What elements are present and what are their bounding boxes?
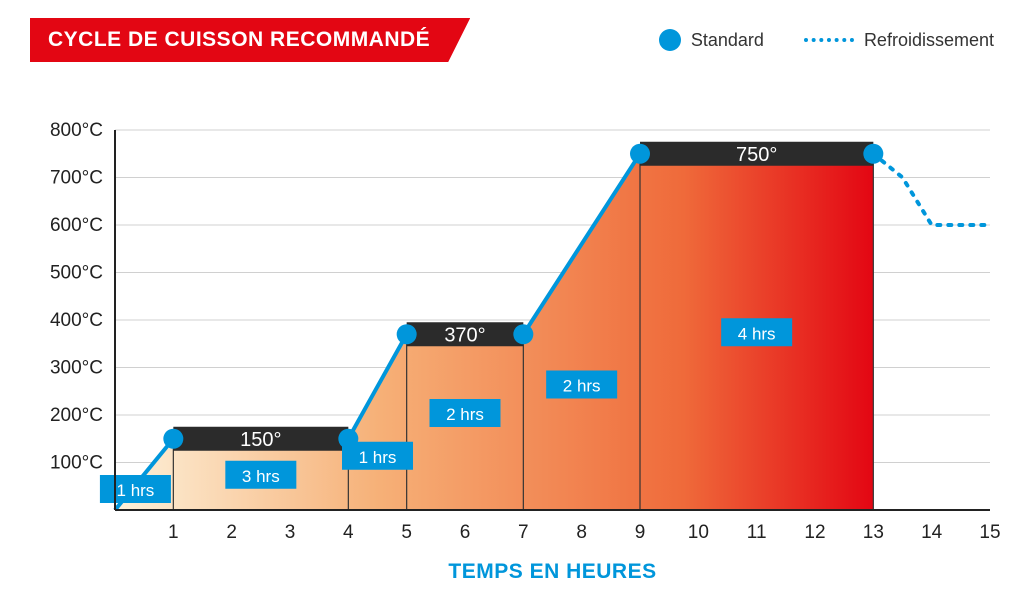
plateau-label: 370° — [444, 324, 485, 346]
plateau-label: 750° — [736, 144, 777, 166]
x-tick-label: 1 — [168, 522, 179, 543]
chart-container: 100°C 200°C 300°C 400°C 500°C 600°C 700°C 800°C… — [40, 120, 1000, 590]
cooling-line — [873, 154, 990, 225]
legend-label-cooling: Refroidissement — [864, 30, 994, 51]
legend-label-standard: Standard — [691, 30, 764, 51]
legend: Standard Refroidissement — [659, 29, 994, 51]
x-tick-label: 3 — [285, 522, 296, 543]
duration-label: 3 hrs — [242, 467, 280, 486]
legend-item-cooling: Refroidissement — [804, 30, 994, 51]
duration-label: 1 hrs — [359, 448, 397, 467]
legend-item-standard: Standard — [659, 29, 764, 51]
x-tick-label: 9 — [635, 522, 646, 543]
data-point-dot — [163, 429, 183, 449]
x-tick-label: 14 — [921, 522, 943, 543]
data-point-dot — [513, 324, 533, 344]
data-point-dot — [397, 324, 417, 344]
y-tick-label: 600°C — [50, 215, 103, 236]
chart-title: CYCLE DE CUISSON RECOMMANDÉ — [48, 28, 430, 51]
y-tick-label: 800°C — [50, 120, 103, 141]
data-point-dot — [863, 144, 883, 164]
x-tick-label: 13 — [863, 522, 884, 543]
dashed-line-icon — [804, 38, 854, 42]
duration-label: 4 hrs — [738, 324, 776, 343]
x-tick-label: 8 — [576, 522, 587, 543]
chart-title-ribbon: CYCLE DE CUISSON RECOMMANDÉ — [30, 18, 470, 62]
x-tick-label: 4 — [343, 522, 354, 543]
y-tick-label: 400°C — [50, 310, 103, 331]
x-tick-label: 12 — [804, 522, 825, 543]
y-tick-label: 300°C — [50, 358, 103, 379]
duration-label: 2 hrs — [563, 377, 601, 396]
y-tick-label: 700°C — [50, 168, 103, 189]
y-tick-label: 200°C — [50, 405, 103, 426]
data-point-dot — [630, 144, 650, 164]
x-tick-label: 6 — [460, 522, 471, 543]
dot-icon — [659, 29, 681, 51]
header: CYCLE DE CUISSON RECOMMANDÉ Standard Ref… — [0, 0, 1024, 62]
x-tick-label: 2 — [226, 522, 237, 543]
firing-cycle-chart: 100°C 200°C 300°C 400°C 500°C 600°C 700°C 800°C… — [40, 120, 1000, 590]
x-tick-label: 5 — [401, 522, 412, 543]
x-tick-label: 10 — [688, 522, 709, 543]
x-axis-label: TEMPS EN HEURES — [448, 560, 656, 583]
plateau-label: 150° — [240, 429, 281, 451]
y-tick-label: 100°C — [50, 453, 103, 474]
duration-label: 2 hrs — [446, 405, 484, 424]
y-tick-label: 500°C — [50, 263, 103, 284]
x-tick-label: 15 — [979, 522, 1000, 543]
duration-label: 1 hrs — [117, 481, 155, 500]
x-tick-label: 11 — [747, 522, 767, 543]
x-tick-label: 7 — [518, 522, 529, 543]
